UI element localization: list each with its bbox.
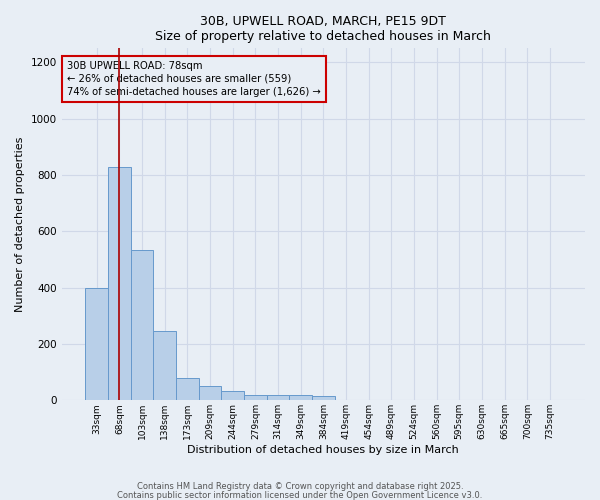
- X-axis label: Distribution of detached houses by size in March: Distribution of detached houses by size …: [187, 445, 459, 455]
- Title: 30B, UPWELL ROAD, MARCH, PE15 9DT
Size of property relative to detached houses i: 30B, UPWELL ROAD, MARCH, PE15 9DT Size o…: [155, 15, 491, 43]
- Bar: [85, 288, 108, 401]
- Text: 30B UPWELL ROAD: 78sqm
← 26% of detached houses are smaller (559)
74% of semi-de: 30B UPWELL ROAD: 78sqm ← 26% of detached…: [67, 60, 320, 97]
- Bar: [244, 394, 266, 400]
- Bar: [154, 332, 176, 400]
- Text: Contains HM Land Registry data © Crown copyright and database right 2025.: Contains HM Land Registry data © Crown c…: [137, 482, 463, 491]
- Bar: [312, 396, 335, 400]
- Bar: [289, 394, 312, 400]
- Bar: [108, 166, 131, 400]
- Bar: [176, 378, 199, 400]
- Y-axis label: Number of detached properties: Number of detached properties: [15, 136, 25, 312]
- Bar: [131, 250, 154, 400]
- Text: Contains public sector information licensed under the Open Government Licence v3: Contains public sector information licen…: [118, 491, 482, 500]
- Bar: [221, 392, 244, 400]
- Bar: [266, 394, 289, 400]
- Bar: [199, 386, 221, 400]
